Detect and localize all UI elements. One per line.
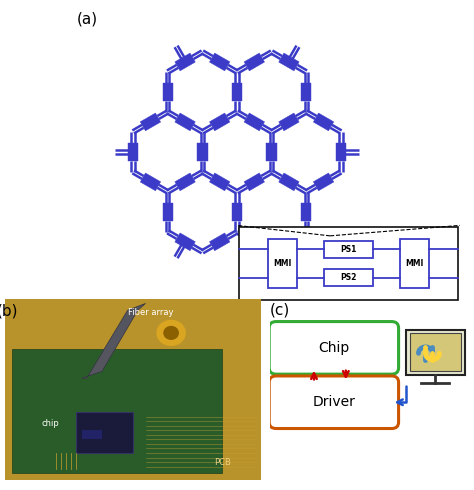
Text: (b): (b)	[0, 303, 18, 318]
Bar	[410, 333, 461, 371]
Text: PCB: PCB	[214, 458, 231, 466]
Polygon shape	[279, 173, 299, 191]
Polygon shape	[175, 173, 195, 191]
Polygon shape	[210, 53, 230, 71]
Polygon shape	[175, 53, 195, 71]
Polygon shape	[82, 303, 146, 378]
Bar	[324, 242, 373, 258]
Polygon shape	[301, 203, 311, 220]
Polygon shape	[279, 53, 299, 71]
Polygon shape	[279, 113, 299, 131]
Polygon shape	[175, 233, 195, 251]
Text: chip: chip	[42, 419, 60, 428]
Text: PS1: PS1	[340, 245, 356, 254]
Polygon shape	[244, 53, 264, 71]
Text: MMI: MMI	[273, 259, 292, 268]
Text: PS2: PS2	[340, 273, 356, 282]
Polygon shape	[128, 143, 138, 161]
Polygon shape	[197, 143, 208, 161]
FancyBboxPatch shape	[269, 376, 399, 429]
Polygon shape	[210, 173, 230, 191]
Bar	[82, 430, 102, 440]
Polygon shape	[140, 173, 161, 191]
Polygon shape	[313, 113, 334, 131]
Polygon shape	[244, 113, 264, 131]
Text: Fiber array: Fiber array	[128, 308, 173, 317]
Text: Driver: Driver	[312, 395, 356, 409]
Polygon shape	[140, 113, 161, 131]
Bar	[268, 239, 297, 288]
Bar	[324, 270, 373, 286]
Polygon shape	[163, 203, 173, 220]
FancyBboxPatch shape	[269, 321, 399, 374]
Polygon shape	[244, 233, 264, 251]
Polygon shape	[301, 83, 311, 101]
Text: Chip: Chip	[318, 341, 349, 355]
Bar	[406, 330, 465, 375]
Polygon shape	[163, 83, 173, 101]
Circle shape	[157, 320, 185, 345]
Polygon shape	[210, 113, 230, 131]
Polygon shape	[210, 233, 230, 251]
Bar	[12, 349, 222, 473]
Polygon shape	[232, 203, 242, 220]
Bar	[76, 412, 133, 453]
Text: (c): (c)	[270, 302, 291, 318]
Polygon shape	[244, 173, 264, 191]
Circle shape	[164, 326, 178, 339]
Text: MMI: MMI	[405, 259, 423, 268]
Bar	[400, 239, 428, 288]
Text: (a): (a)	[77, 12, 98, 27]
Polygon shape	[175, 113, 195, 131]
Polygon shape	[313, 173, 334, 191]
Polygon shape	[232, 83, 242, 101]
Polygon shape	[279, 233, 299, 251]
Polygon shape	[336, 143, 346, 161]
Polygon shape	[266, 143, 277, 161]
